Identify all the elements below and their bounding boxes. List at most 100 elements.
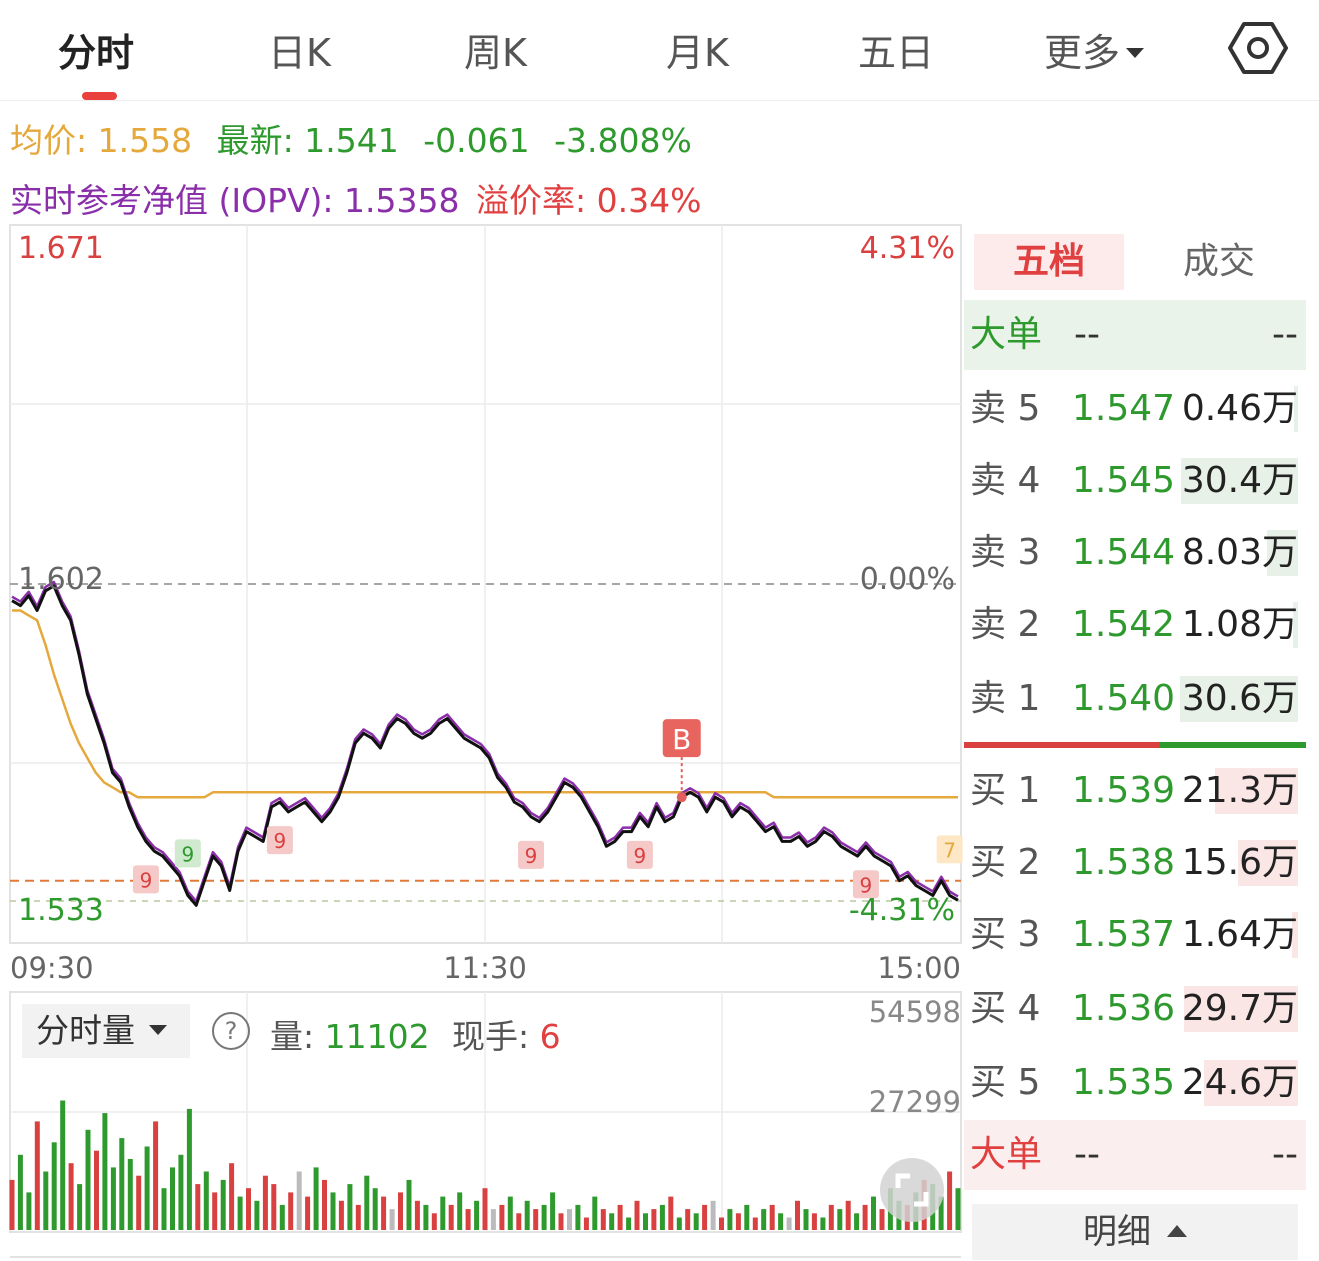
- ask-row-5: 卖 5 1.547 0.46万: [964, 374, 1306, 444]
- big-order-value: --: [1074, 1134, 1100, 1175]
- bid-row-4: 买 4 1.536 29.7万: [964, 974, 1306, 1044]
- bid-volume: 29.7万: [1181, 988, 1298, 1029]
- volume-bar: [398, 1192, 403, 1230]
- volume-bar: [524, 1200, 530, 1230]
- volume-bar: [440, 1196, 446, 1230]
- volume-bar: [313, 1167, 319, 1230]
- settings-icon[interactable]: [1228, 20, 1288, 76]
- tab-five-levels[interactable]: 五档: [974, 234, 1124, 290]
- volume-bar: [389, 1209, 395, 1230]
- series-layer: [11, 580, 959, 907]
- hand-current: 现手: 6: [452, 1010, 561, 1058]
- volume-bar: [507, 1196, 513, 1230]
- volume-bar: [254, 1200, 260, 1230]
- ask-volume: 1.08万: [1181, 604, 1298, 645]
- ask-label: 卖 2: [970, 604, 1041, 645]
- bid-price: 1.535: [1072, 1062, 1176, 1103]
- signal-marker-label: 9: [140, 868, 153, 892]
- volume-bar: [668, 1196, 674, 1230]
- bid-row-1: 买 1 1.539 21.3万: [964, 756, 1306, 826]
- volume-bar: [533, 1209, 539, 1230]
- signal-marker: 9: [518, 840, 545, 869]
- volume-bar: [355, 1204, 361, 1230]
- hand-value: 6: [539, 1017, 561, 1056]
- tab-monthly-k[interactable]: 月K: [666, 31, 729, 75]
- time-label-open: 09:30: [10, 951, 94, 985]
- premium-label: 溢价率:: [476, 181, 587, 220]
- ask-price: 1.540: [1072, 678, 1176, 719]
- bid-price: 1.538: [1072, 842, 1176, 883]
- bid-volume: 24.6万: [1181, 1062, 1298, 1103]
- bid-volume-bar: [1204, 1060, 1298, 1106]
- price-min-label: 1.533: [18, 893, 104, 928]
- fullscreen-button[interactable]: [880, 1158, 944, 1222]
- ask-label: 卖 5: [970, 388, 1041, 429]
- bid-row-5: 买 5 1.535 24.6万: [964, 1048, 1306, 1118]
- signal-marker-label: 9: [860, 873, 873, 897]
- volume-bar: [820, 1217, 826, 1230]
- big-order-sell-row: 大单 -- --: [964, 300, 1306, 370]
- bid-volume-bar: [1292, 912, 1298, 958]
- volume-bar: [347, 1184, 353, 1230]
- signal-marker-label: 9: [525, 844, 538, 868]
- volume-bar: [558, 1213, 564, 1230]
- volume-bar: [271, 1184, 277, 1230]
- volume-bar: [516, 1213, 522, 1230]
- volume-bar: [685, 1209, 691, 1230]
- volume-bar: [237, 1196, 243, 1230]
- big-order-value: --: [1074, 314, 1100, 355]
- volume-current-value: 11102: [324, 1017, 430, 1056]
- ask-row-3: 卖 3 1.544 8.03万: [964, 518, 1306, 588]
- expand-icon: [895, 1173, 929, 1207]
- volume-bar: [879, 1209, 885, 1230]
- volume-bar: [786, 1217, 792, 1230]
- volume-bar: [9, 1179, 15, 1230]
- buy-marker[interactable]: [662, 719, 701, 758]
- volume-current-label: 量:: [270, 1017, 315, 1056]
- details-button[interactable]: 明细: [972, 1204, 1298, 1260]
- volume-bar: [364, 1175, 370, 1230]
- volume-bar: [229, 1163, 235, 1230]
- ask-price: 1.544: [1072, 532, 1176, 573]
- tab-five-day[interactable]: 五日: [858, 31, 935, 75]
- bid-row-3: 买 3 1.537 1.64万: [964, 900, 1306, 970]
- time-label-close: 15:00: [877, 951, 961, 985]
- help-icon[interactable]: ?: [212, 1012, 250, 1050]
- premium-value: 0.34%: [596, 181, 702, 220]
- volume-indicator-select[interactable]: 分时量: [22, 1004, 190, 1058]
- signal-marker-label: 9: [274, 829, 287, 853]
- bid-volume: 15.6万: [1181, 842, 1298, 883]
- iopv-value: 1.5358: [344, 181, 460, 220]
- tab-more-label: 更多: [1044, 31, 1121, 75]
- ask-label: 卖 3: [970, 532, 1041, 573]
- tab-trades[interactable]: 成交: [1182, 241, 1255, 282]
- volume-bar: [330, 1192, 336, 1230]
- volume-bar: [676, 1217, 682, 1230]
- tab-more[interactable]: 更多: [1044, 22, 1145, 77]
- volume-bar: [778, 1213, 784, 1230]
- ask-volume-bar: [1294, 386, 1298, 432]
- volume-bar: [600, 1209, 606, 1230]
- tab-intraday[interactable]: 分时: [58, 31, 135, 75]
- volume-bar: [34, 1121, 40, 1230]
- volume-mid-label: 27299: [869, 1085, 961, 1119]
- bid-volume: 1.64万: [1181, 914, 1298, 955]
- volume-bar: [634, 1200, 640, 1230]
- signal-marker: 9: [132, 865, 159, 894]
- tab-weekly-k[interactable]: 周K: [464, 31, 527, 75]
- volume-bar: [195, 1184, 201, 1230]
- buy-marker-label: B: [672, 723, 691, 756]
- bid-ask-ratio-bar-bid: [964, 742, 1160, 748]
- volume-bar: [719, 1217, 724, 1230]
- ask-volume: 0.46万: [1181, 388, 1298, 429]
- summary-line-2: 实时参考净值 (IOPV): 1.5358 溢价率: 0.34%: [10, 174, 701, 222]
- volume-bar: [322, 1179, 327, 1230]
- volume-bar: [246, 1188, 251, 1230]
- volume-bar: [474, 1200, 480, 1230]
- bid-ask-ratio-bar-ask: [1160, 742, 1306, 748]
- signal-marker: 9: [266, 826, 293, 855]
- signal-marker-label: 9: [181, 842, 194, 866]
- hand-label: 现手:: [452, 1017, 530, 1056]
- signal-marker-box: [518, 840, 545, 869]
- tab-daily-k[interactable]: 日K: [268, 31, 331, 75]
